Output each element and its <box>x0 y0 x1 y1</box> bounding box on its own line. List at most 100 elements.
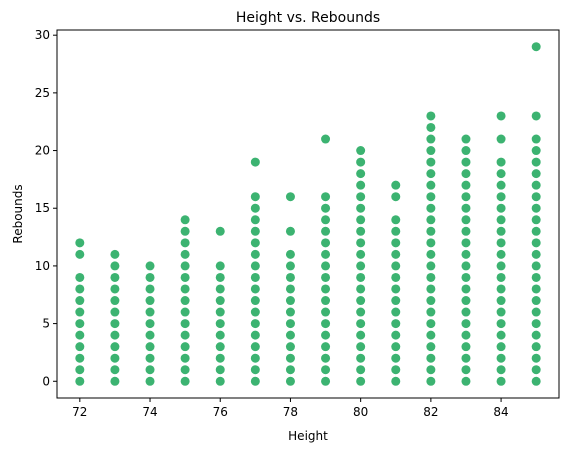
data-point-4-1 <box>215 365 225 375</box>
data-point-10-14 <box>426 215 436 225</box>
data-point-8-4 <box>356 330 366 340</box>
data-point-11-16 <box>461 192 471 202</box>
data-point-9-6 <box>391 307 401 317</box>
data-point-2-1 <box>145 365 155 375</box>
data-point-9-14 <box>391 215 401 225</box>
data-point-11-1 <box>461 365 471 375</box>
data-point-13-19 <box>531 157 541 167</box>
data-point-13-7 <box>531 296 541 306</box>
data-point-11-4 <box>461 330 471 340</box>
data-point-7-17 <box>321 134 331 144</box>
data-point-12-7 <box>496 296 506 306</box>
data-point-8-5 <box>356 319 366 329</box>
data-point-5-12 <box>250 238 260 248</box>
data-point-11-9 <box>461 272 471 282</box>
data-point-10-23 <box>426 111 436 121</box>
data-point-9-9 <box>391 272 401 282</box>
data-point-1-4 <box>110 330 120 340</box>
x-axis-title: Height <box>288 429 328 443</box>
data-point-3-12 <box>180 238 190 248</box>
data-point-10-10 <box>426 261 436 271</box>
data-point-3-7 <box>180 296 190 306</box>
data-point-1-2 <box>110 353 120 363</box>
data-point-1-5 <box>110 319 120 329</box>
x-tick-label: 76 <box>213 405 228 419</box>
data-point-7-3 <box>321 342 331 352</box>
data-point-7-6 <box>321 307 331 317</box>
data-point-3-3 <box>180 342 190 352</box>
data-point-4-9 <box>215 272 225 282</box>
data-point-11-10 <box>461 261 471 271</box>
data-point-2-5 <box>145 319 155 329</box>
y-tick-label: 15 <box>35 201 50 215</box>
data-point-5-17 <box>250 157 260 167</box>
data-point-6-4 <box>285 330 295 340</box>
data-point-9-0 <box>391 376 401 386</box>
data-point-11-19 <box>461 157 471 167</box>
data-point-13-23 <box>531 42 541 52</box>
data-point-13-17 <box>531 180 541 190</box>
x-tick-label: 80 <box>353 405 368 419</box>
data-point-8-17 <box>356 180 366 190</box>
data-point-2-6 <box>145 307 155 317</box>
data-point-0-9 <box>75 272 85 282</box>
data-point-3-2 <box>180 353 190 363</box>
data-point-13-18 <box>531 169 541 179</box>
data-point-1-1 <box>110 365 120 375</box>
data-point-13-22 <box>531 111 541 121</box>
data-point-10-8 <box>426 284 436 294</box>
data-point-10-3 <box>426 342 436 352</box>
data-point-12-13 <box>496 226 506 236</box>
data-point-13-20 <box>531 146 541 156</box>
data-point-6-8 <box>285 284 295 294</box>
data-point-10-17 <box>426 180 436 190</box>
data-point-2-7 <box>145 296 155 306</box>
data-point-13-2 <box>531 353 541 363</box>
data-point-13-4 <box>531 330 541 340</box>
data-point-12-12 <box>496 238 506 248</box>
data-point-13-9 <box>531 272 541 282</box>
data-point-5-14 <box>250 215 260 225</box>
data-point-13-0 <box>531 376 541 386</box>
data-point-10-13 <box>426 226 436 236</box>
data-point-2-8 <box>145 284 155 294</box>
data-point-13-16 <box>531 192 541 202</box>
data-point-10-2 <box>426 353 436 363</box>
data-point-11-0 <box>461 376 471 386</box>
data-point-13-5 <box>531 319 541 329</box>
data-point-7-4 <box>321 330 331 340</box>
data-point-9-10 <box>391 261 401 271</box>
data-point-9-12 <box>391 238 401 248</box>
data-point-3-11 <box>180 249 190 259</box>
data-point-11-20 <box>461 146 471 156</box>
data-point-7-1 <box>321 365 331 375</box>
data-point-9-5 <box>391 319 401 329</box>
data-point-4-2 <box>215 353 225 363</box>
data-point-11-15 <box>461 203 471 213</box>
data-point-10-12 <box>426 238 436 248</box>
data-point-13-3 <box>531 342 541 352</box>
data-point-13-12 <box>531 238 541 248</box>
data-point-5-15 <box>250 203 260 213</box>
data-point-5-10 <box>250 261 260 271</box>
data-point-1-0 <box>110 376 120 386</box>
data-point-4-7 <box>215 296 225 306</box>
data-point-8-10 <box>356 261 366 271</box>
data-point-0-6 <box>75 307 85 317</box>
data-point-6-2 <box>285 353 295 363</box>
data-point-10-11 <box>426 249 436 259</box>
data-points <box>75 42 541 386</box>
data-point-4-5 <box>215 319 225 329</box>
data-point-1-8 <box>110 284 120 294</box>
data-point-3-13 <box>180 226 190 236</box>
data-point-13-10 <box>531 261 541 271</box>
data-point-2-9 <box>145 272 155 282</box>
data-point-7-0 <box>321 376 331 386</box>
y-tick-label: 10 <box>35 259 50 273</box>
data-point-11-2 <box>461 353 471 363</box>
data-point-6-6 <box>285 307 295 317</box>
data-point-7-2 <box>321 353 331 363</box>
y-axis-ticks: 0 5 10 15 20 25 30 <box>35 28 57 388</box>
data-point-2-4 <box>145 330 155 340</box>
data-point-7-13 <box>321 226 331 236</box>
